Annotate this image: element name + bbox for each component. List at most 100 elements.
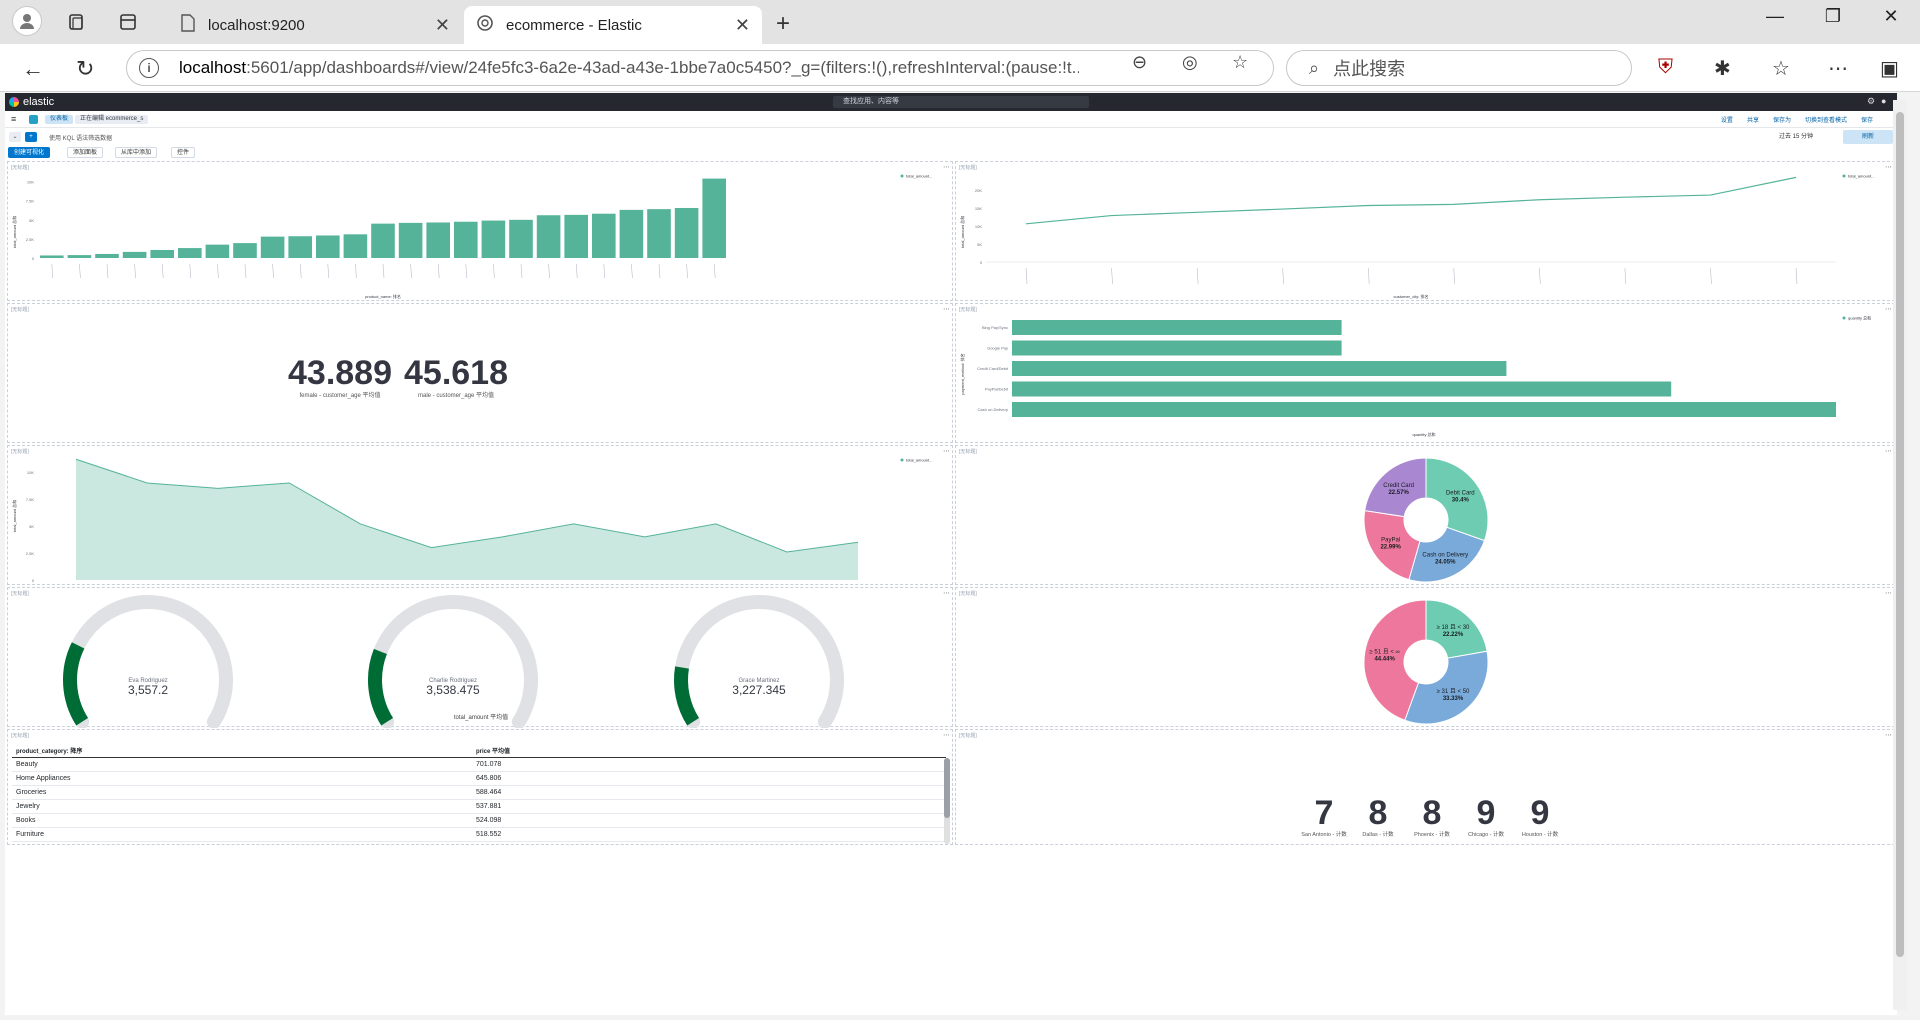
tab-localhost-9200[interactable]: localhost:9200 ✕ <box>168 6 462 44</box>
metric-label: Phoenix - 计数 <box>1414 832 1450 838</box>
read-aloud-icon[interactable]: ◎ <box>1182 52 1198 72</box>
elastic-favicon-icon <box>476 14 494 36</box>
x-axis-label: product_name: 排名 <box>365 293 401 299</box>
elastic-logo[interactable]: elastic <box>9 96 54 108</box>
bar <box>702 178 726 258</box>
panel-title: [无标题] <box>11 591 29 597</box>
back-icon[interactable]: ← <box>22 56 44 81</box>
x-tick-label <box>1111 267 1113 285</box>
save-link[interactable]: 保存 <box>1860 118 1873 124</box>
tab-ecommerce-elastic[interactable]: ecommerce - Elastic ✕ <box>464 6 762 44</box>
kibana-toolbar: ≡ 仪表板 正在编辑 ecommerce_s 设置 共享 保存为 切换到查看模式… <box>5 111 1897 128</box>
panel-payment-hbar-chart: [无标题] ⋯ Bing Pay/Sync Google Pay Credit Ca… <box>955 303 1895 443</box>
panel-menu-icon[interactable]: ⋯ <box>1885 164 1892 171</box>
sidebar-icon[interactable]: ▣ <box>1880 58 1899 80</box>
extensions-icon[interactable]: ✱ <box>1714 58 1731 80</box>
tab-actions-icon[interactable] <box>114 8 142 36</box>
add-from-library-button[interactable]: 从库中添加 <box>115 147 158 158</box>
restore-icon[interactable]: ❐ <box>1824 6 1842 26</box>
close-tab-icon[interactable]: ✕ <box>734 14 750 35</box>
breadcrumb-current[interactable]: 正在编辑 ecommerce_s <box>75 115 149 124</box>
ublock-icon[interactable]: ⛨ <box>1658 56 1673 78</box>
y-axis-label: total_amount 总和 <box>11 500 17 532</box>
query-input[interactable]: 使用 KQL 语法筛选数据 <box>49 136 113 142</box>
bar <box>1012 320 1342 335</box>
column-header-category[interactable]: product_category: 降序 <box>12 744 472 758</box>
y-tick-label: 5K <box>29 218 34 223</box>
profile-icon[interactable] <box>12 6 42 36</box>
slice-label: ≥ 31 且 < 50 <box>1437 688 1470 695</box>
workspaces-icon[interactable] <box>62 8 90 36</box>
category-cell: Toys <box>12 841 472 844</box>
panel-menu-icon[interactable]: ⋯ <box>943 164 950 171</box>
panel-menu-icon[interactable]: ⋯ <box>1885 732 1892 739</box>
x-tick-label <box>520 263 523 279</box>
pie-slice <box>1425 457 1489 542</box>
panel-menu-icon[interactable]: ⋯ <box>943 732 950 739</box>
x-tick-label <box>1795 267 1798 285</box>
metric-label: San Antonio - 计数 <box>1301 832 1347 838</box>
panel-menu-icon[interactable]: ⋯ <box>943 448 950 455</box>
refresh-button[interactable]: 刷新 <box>1843 130 1893 144</box>
panel-title: [无标题] <box>11 165 29 171</box>
site-info-icon[interactable]: i <box>139 58 159 78</box>
favorites-icon[interactable]: ☆ <box>1772 58 1790 80</box>
bar <box>564 214 588 258</box>
x-tick-label <box>1196 267 1199 285</box>
search-icon: ⌕ <box>1309 57 1320 78</box>
close-window-icon[interactable]: ✕ <box>1883 6 1899 26</box>
date-picker[interactable]: 过去 15 分钟 <box>1779 134 1814 140</box>
table-scrollbar-thumb[interactable] <box>944 758 950 818</box>
panel-menu-icon[interactable]: ⋯ <box>1885 448 1892 455</box>
settings-link[interactable]: 设置 <box>1720 118 1733 124</box>
panel-menu-icon[interactable]: ⋯ <box>1885 590 1892 597</box>
user-menu-icon[interactable]: ● <box>1881 96 1887 106</box>
save-as-link[interactable]: 保存为 <box>1772 118 1791 124</box>
help-icon[interactable]: ⚙ <box>1867 96 1876 106</box>
table-scrollbar[interactable] <box>944 758 950 844</box>
price-cell: 518.552 <box>472 827 946 842</box>
create-visualization-button[interactable]: 创建可视化 <box>8 147 51 158</box>
slice-value: 24.05% <box>1435 559 1456 565</box>
panel-menu-icon[interactable]: ⋯ <box>1885 306 1892 313</box>
url-field[interactable]: i localhost:5601/app/dashboards#/view/24… <box>126 50 1274 86</box>
price-cell: 645.806 <box>472 771 946 786</box>
table-row: Home Appliances 645.806 <box>12 771 946 786</box>
panel-menu-icon[interactable]: ⋯ <box>943 306 950 313</box>
x-axis-label: customer_city: 排名 <box>1394 293 1429 299</box>
close-tab-icon[interactable]: ✕ <box>434 14 450 35</box>
y-tick-label: 5K <box>29 524 34 529</box>
global-search-input[interactable]: 查找应用、内容等 <box>833 96 1089 108</box>
share-link[interactable]: 共享 <box>1746 118 1759 124</box>
filter-menu-button[interactable]: ⌄ <box>9 132 21 142</box>
column-header-price[interactable]: price 平均值 <box>472 744 946 758</box>
slice-label: ≥ 51 且 < ∞ <box>1369 649 1399 656</box>
favorite-star-icon[interactable]: ☆ <box>1232 52 1249 72</box>
y-tick-label: 10K <box>27 180 34 185</box>
city-count-metric: 9 Houston - 计数 <box>1516 796 1564 838</box>
x-tick-label <box>134 263 136 279</box>
page-scrollbar[interactable] <box>1893 100 1907 1010</box>
metric-value: 8 <box>1368 794 1388 832</box>
more-menu-icon[interactable]: ⋯ <box>1828 58 1848 80</box>
zoom-icon[interactable]: ⊖ <box>1132 52 1148 72</box>
table-header-row: product_category: 降序 price 平均值 <box>12 744 946 758</box>
browser-search-field[interactable]: ⌕ 点此搜索 <box>1286 50 1632 86</box>
bar <box>454 221 478 258</box>
reload-icon[interactable]: ↻ <box>76 56 95 81</box>
legend-swatch <box>1842 316 1846 320</box>
controls-button[interactable]: 控件 <box>171 147 196 158</box>
panel-menu-icon[interactable]: ⋯ <box>943 590 950 597</box>
slice-value: 22.22% <box>1443 632 1464 638</box>
top-nav-links: 设置 共享 保存为 切换到查看模式 保存 <box>1721 115 1873 124</box>
add-panel-button[interactable]: 添加面板 <box>67 147 104 158</box>
new-tab-icon[interactable]: + <box>776 10 791 37</box>
minimize-icon[interactable]: — <box>1766 6 1784 26</box>
add-filter-button[interactable]: + <box>25 132 37 142</box>
breadcrumb-dashboards[interactable]: 仪表板 <box>45 115 74 124</box>
view-mode-link[interactable]: 切换到查看模式 <box>1804 118 1847 124</box>
space-avatar[interactable] <box>29 115 38 124</box>
page-scrollbar-thumb[interactable] <box>1896 112 1904 957</box>
x-tick-label <box>631 263 633 279</box>
menu-toggle-icon[interactable]: ≡ <box>11 114 17 124</box>
